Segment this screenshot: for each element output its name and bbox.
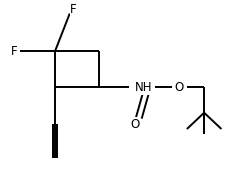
Text: NH: NH [134, 81, 152, 94]
Text: F: F [70, 3, 77, 15]
Text: F: F [11, 45, 18, 58]
Text: O: O [175, 81, 184, 94]
Text: O: O [130, 118, 140, 131]
